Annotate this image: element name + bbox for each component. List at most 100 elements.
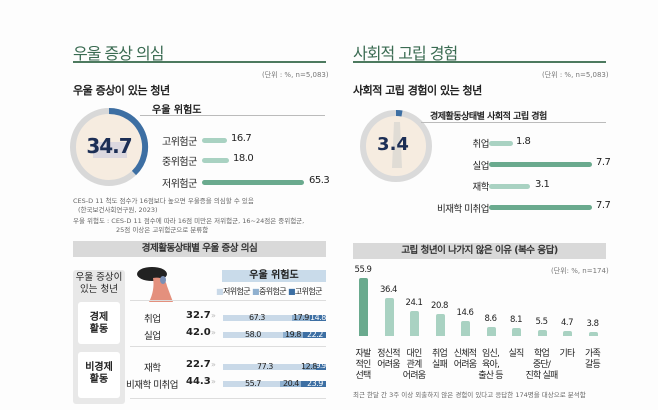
footnote: 우울 위험도 : CES-D 11 점수에 따라 16점 미만은 저위험군, 1…: [73, 217, 305, 225]
row-label: 비재학 미취업: [126, 380, 178, 391]
reason-bar: [537, 330, 547, 336]
seg-low: 55.7: [245, 379, 261, 388]
reason-bar: [588, 332, 598, 336]
risk-title: 우울 위험도: [152, 105, 202, 116]
footnote: 25점 이상은 고위험군으로 분류함: [116, 226, 209, 234]
legend-title: 우울 위험도: [222, 270, 326, 282]
reason-bar: [384, 298, 394, 336]
band-title: 경제활동상태별 우울 증상 의심: [73, 241, 326, 257]
right-section-title: 사회적 고립 경험: [353, 44, 458, 63]
seg-high: 9.9: [316, 362, 326, 370]
bar-nonstudent: [489, 205, 592, 210]
bar-label: 비재학 미취업: [437, 204, 489, 215]
donut-value: 3.4: [377, 134, 409, 155]
risk-bar-low: [202, 180, 304, 185]
reason-label: 임신, 육아, 출산 등: [478, 349, 503, 381]
risk-label: 중위험군: [162, 157, 197, 168]
reason-bar: [435, 314, 445, 336]
seg-high: 14.8: [310, 313, 326, 322]
bar-value: 3.1: [535, 179, 550, 190]
divider: [421, 122, 606, 123]
reason-label: 정신적 어려움: [377, 349, 400, 370]
row-total: 42.0: [186, 327, 211, 338]
unit-note: (단위 : %, n=5,083): [542, 71, 609, 79]
arrow-icon: »: [211, 311, 216, 320]
donut-value: 34.7: [86, 134, 132, 158]
reason-label: 실직: [508, 349, 525, 359]
side-label: 우울 증상이 있는 청년: [75, 272, 123, 295]
bar-label: 실업: [472, 161, 490, 172]
person-illustration: [135, 266, 177, 302]
seg-low: 77.3: [257, 362, 273, 371]
seg-low: 67.3: [249, 313, 265, 322]
seg-mid: 17.9: [293, 313, 309, 322]
reason-label: 가족 갈등: [585, 349, 601, 370]
reason-value: 20.8: [431, 301, 448, 312]
bar-student: [489, 184, 530, 189]
risk-bar-mid: [202, 158, 229, 163]
arrow-icon: »: [211, 377, 216, 386]
left-section-title: 우울 증상 의심: [73, 44, 164, 63]
footnote: CES-D 11 척도 점수가 16점보다 높으면 우울증을 의심할 수 있음: [73, 197, 254, 205]
bar-value: 7.7: [596, 157, 611, 168]
risk-bar-high: [202, 138, 227, 143]
reason-value: 4.7: [560, 318, 574, 329]
reason-bar: [410, 310, 419, 336]
bar-unemployed: [489, 162, 592, 167]
reason-value: 5.5: [535, 317, 548, 328]
risk-value: 16.7: [231, 133, 252, 144]
reason-value: 24.1: [405, 297, 423, 308]
band-title: 고립 청년이 나가지 않은 이유 (복수 응답): [353, 243, 606, 259]
unit-note: (단위: %, n=174): [551, 267, 609, 275]
unit-note: (단위 : %, n=5,083): [262, 71, 329, 79]
group-non-economic: 비경제 활동: [78, 352, 120, 398]
arrow-icon: »: [211, 360, 216, 369]
bar-value: 1.8: [516, 136, 531, 147]
bar-label: 취업: [472, 139, 490, 150]
row-label: 취업: [144, 314, 161, 325]
seg-mid: 19.8: [285, 330, 301, 339]
reason-bar: [486, 327, 496, 336]
subhead: 사회적 고립 경험이 있는 청년: [353, 84, 482, 97]
arrow-icon: »: [211, 328, 216, 337]
reason-label: 기타: [559, 349, 576, 359]
risk-value: 65.3: [309, 175, 330, 186]
bar-label: 재학: [472, 182, 490, 193]
reason-label: 자발 적인 선택: [355, 349, 372, 381]
bar-employed: [489, 141, 513, 146]
group-economic: 경제 활동: [78, 302, 120, 344]
divider: [140, 115, 325, 116]
seg-high: 23.9: [307, 379, 323, 388]
divider: [73, 61, 326, 63]
reason-label: 대인 관계 어려움: [402, 349, 426, 381]
reasons-bar-chart: 55.9 자발 적인 선택 36.4 정신적 어려움 24.1 대인 관계 어려움 20.8 취업 실패 1…: [353, 265, 613, 400]
bar-value: 7.7: [596, 200, 611, 211]
row-label: 재학: [144, 363, 161, 374]
seg-low: 58.0: [245, 330, 261, 339]
seg-mid: 12.8: [301, 362, 317, 371]
reason-bar: [512, 327, 521, 336]
reason-bar: [563, 331, 572, 336]
reason-label: 취업 실패: [432, 349, 448, 370]
legend-mid: 중위험군: [258, 287, 287, 296]
risk-label: 고위험군: [162, 137, 197, 148]
footnote: (한국보건사회연구원, 2023): [78, 206, 158, 214]
row-total: 32.7: [186, 310, 211, 321]
divider: [130, 300, 326, 301]
legend: ■저위험군 ■중위험군 ■고위험군: [216, 287, 323, 296]
reason-value: 55.9: [354, 265, 372, 275]
divider: [353, 61, 606, 63]
reason-label: 학업 중단/진학 실패: [525, 349, 559, 381]
subhead: 우울 증상이 있는 청년: [73, 84, 170, 97]
divider: [130, 346, 326, 347]
isolation-donut: 3.4: [358, 108, 434, 184]
legend-low: 저위험군: [222, 287, 251, 296]
bars-title: 경제활동상태별 사회적 고립 경험: [430, 112, 547, 122]
risk-value: 18.0: [233, 153, 254, 164]
reason-label: 신체적 어려움: [453, 349, 477, 370]
reason-value: 36.4: [380, 285, 397, 296]
reason-value: 8.1: [509, 314, 523, 325]
reason-value: 14.6: [456, 307, 474, 318]
reason-value: 3.8: [586, 319, 599, 330]
reason-bar: [461, 320, 470, 336]
